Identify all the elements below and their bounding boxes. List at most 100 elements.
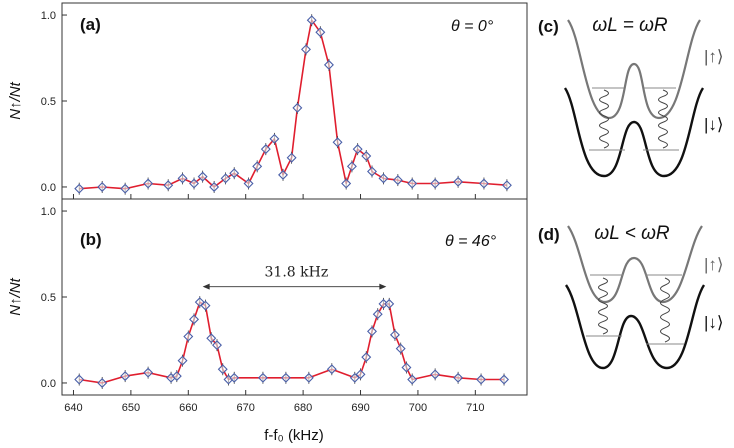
diagram-c: (c) ωL = ωR |↑⟩ |↓⟩ (538, 15, 724, 178)
panel-b-spacing-arrow (202, 283, 387, 290)
panel-b-data-point (453, 372, 464, 383)
panel-a-ytick-label-1: 0.5 (41, 96, 56, 108)
panel-b-data-point (326, 364, 337, 375)
panel-a-data-point (453, 176, 464, 187)
panel-a-data-point (278, 169, 288, 180)
panel-b: 0.0 0.5 1.0 640 650 660 670 680 690 700 710 (b) θ … (41, 198, 528, 414)
panel-a-data-point (197, 171, 208, 182)
panel-b-data-point (171, 371, 182, 382)
panel-a-plot (74, 14, 512, 195)
panel-a-data-point (252, 161, 263, 172)
panel-a-data-point (269, 133, 280, 144)
panel-a-data-point (361, 151, 372, 161)
panel-b-data-point (143, 367, 154, 378)
panel-a-data-point (315, 27, 326, 38)
panel-a-data-point (306, 15, 317, 26)
panel-b-data-point (355, 369, 366, 380)
diagram-d-transitions (598, 277, 670, 343)
xtick-label-4: 680 (294, 402, 312, 414)
panel-a-ytick-label-0: 0.0 (41, 182, 56, 194)
xtick-label-0: 640 (64, 402, 82, 414)
diagram-d-lower-state: |↓⟩ (704, 313, 724, 332)
xtick-label-2: 660 (179, 402, 197, 414)
diagram-c-transitions (599, 89, 668, 149)
panel-b-data-point (189, 314, 200, 325)
panel-b-data-point (395, 343, 406, 354)
panel-a-data-point (260, 144, 271, 155)
panel-b-data-point (372, 309, 383, 320)
panel-b-data-point (384, 298, 395, 309)
diagram-c-condition: ωL = ωR (592, 15, 667, 36)
panel-b-annotation: θ = 46° (445, 233, 497, 250)
panel-b-data-point (257, 372, 268, 383)
transition-wave-right (660, 277, 670, 343)
panel-a-data-point (392, 175, 403, 186)
panel-b-data-point (401, 362, 412, 373)
transition-wave-right (658, 89, 668, 149)
arrow-head-left (202, 283, 210, 290)
panel-a-data-point (209, 181, 220, 192)
panel-b-data-point (212, 340, 222, 351)
panel-b-ytick-label-1: 0.5 (41, 292, 56, 304)
panel-b-data-point (74, 374, 85, 385)
panel-b-data-point (430, 369, 441, 380)
xtick-label-5: 690 (351, 402, 369, 414)
panel-a-data-point (430, 178, 441, 189)
panel-a-data-point (367, 166, 377, 177)
panel-b-data-point (200, 300, 211, 311)
panel-b-data-point (367, 326, 377, 337)
panel-b-plot (74, 296, 510, 389)
x-axis-label: f-f₀ (kHz) (264, 427, 324, 444)
panel-b-data-point (407, 374, 418, 385)
xtick-label-1: 650 (122, 402, 140, 414)
panel-a-data-point (341, 178, 352, 189)
panel-a-ytick-label-2: 1.0 (41, 10, 56, 22)
transition-wave-left (599, 89, 609, 149)
xtick-label-6: 700 (409, 402, 427, 414)
panel-b-arrow-label: 31.8 kHz (265, 265, 329, 281)
panel-b-data-point (120, 371, 131, 382)
panel-b-data-point (280, 372, 291, 383)
panel-a-data-point (189, 178, 200, 189)
panel-b-data-point (389, 329, 400, 340)
panel-b-data-point (194, 297, 205, 308)
panel-b-data-point (206, 333, 217, 344)
diagram-d-label: (d) (538, 225, 560, 244)
panel-a-data-point (378, 173, 389, 184)
panel-b-ticks: 0.0 0.5 1.0 640 650 660 670 680 690 700 710 (41, 206, 485, 414)
panel-a-label: (a) (80, 15, 101, 34)
panel-a-data-point (286, 152, 297, 163)
panel-a-data-point (478, 178, 489, 189)
panel-a-data-point (220, 173, 231, 184)
diagram-d-lower-potential (564, 284, 706, 370)
panel-a-data-point (501, 180, 512, 191)
panel-a: 0.0 0.5 1.0 (a) θ = 0° (41, 2, 528, 200)
diagram-d-upper-state: |↑⟩ (704, 255, 724, 274)
panel-a-ticks: 0.0 0.5 1.0 (41, 10, 476, 199)
diagram-c-upper-state: |↑⟩ (704, 47, 724, 66)
panel-b-data-point (303, 372, 314, 383)
panel-a-data-point (407, 178, 418, 189)
panel-a-ylabel: N↑/Nt (7, 81, 24, 119)
panel-a-data-point (177, 173, 188, 184)
panel-a-data-point (301, 44, 311, 55)
xtick-label-7: 710 (466, 402, 484, 414)
panel-a-data-point (323, 59, 334, 70)
panel-b-ylabel: N↑/Nt (7, 277, 24, 315)
diagram-c-lower-potential (563, 87, 705, 178)
panel-a-data-point (292, 102, 303, 113)
panel-a-data-point (74, 183, 85, 194)
diagram-c-lower-state: |↓⟩ (704, 115, 724, 134)
panel-a-data-point (163, 180, 174, 191)
diagram-c-upper-potential (567, 19, 701, 120)
xtick-label-3: 670 (237, 402, 255, 414)
panel-a-data-point (332, 137, 343, 148)
panel-b-ytick-label-0: 0.0 (41, 378, 56, 390)
panel-a-data-point (97, 181, 108, 192)
diagram-d-condition: ωL < ωR (594, 223, 669, 244)
transition-wave-left (598, 277, 608, 335)
panel-a-data-point (346, 161, 357, 172)
panel-b-label: (b) (80, 230, 102, 249)
panel-b-data-point (361, 352, 372, 363)
